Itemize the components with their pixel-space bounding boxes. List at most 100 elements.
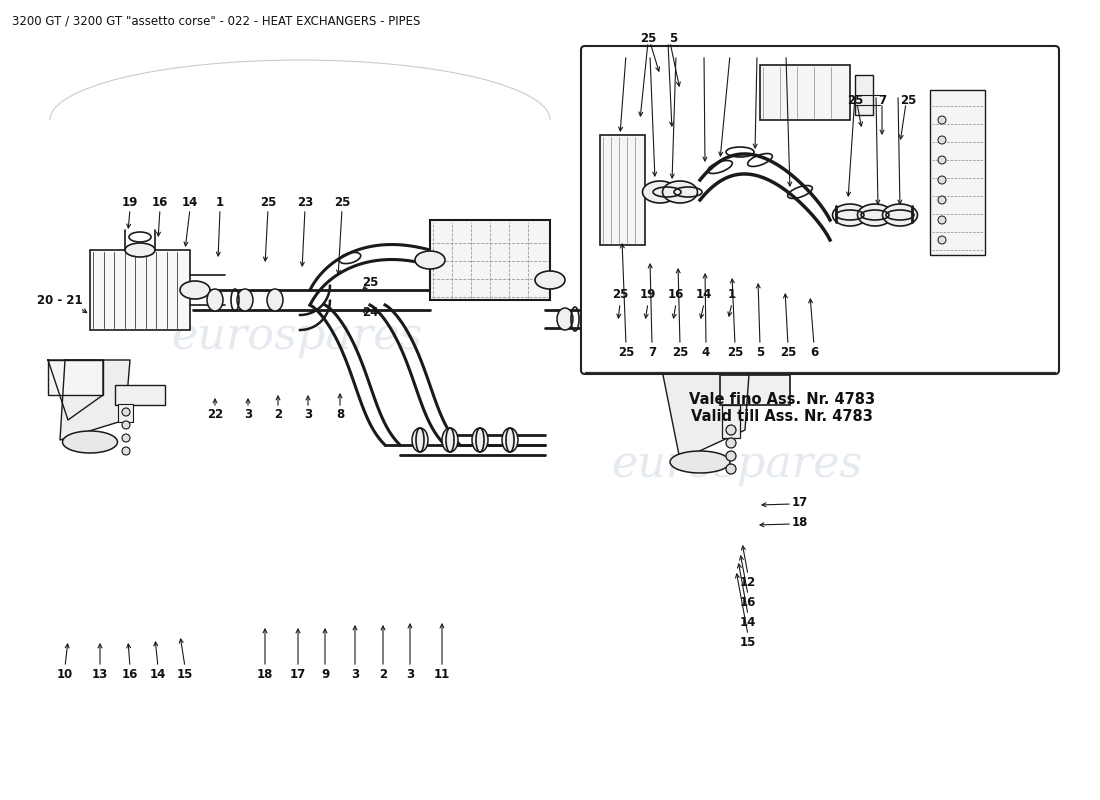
Text: 16: 16: [740, 595, 756, 609]
Text: 2: 2: [274, 409, 282, 422]
Text: 3: 3: [244, 409, 252, 422]
Ellipse shape: [882, 204, 917, 226]
Text: 2: 2: [378, 669, 387, 682]
Text: 6: 6: [810, 346, 818, 358]
Bar: [90, 250, 190, 330]
Text: 7: 7: [878, 94, 887, 106]
Ellipse shape: [858, 204, 892, 226]
Ellipse shape: [557, 308, 573, 330]
Ellipse shape: [535, 271, 565, 289]
Text: 25: 25: [847, 94, 864, 106]
Text: 23: 23: [297, 195, 313, 209]
Text: 25: 25: [333, 195, 350, 209]
Ellipse shape: [442, 428, 458, 452]
Text: 7: 7: [648, 346, 656, 358]
Text: 15: 15: [740, 635, 756, 649]
Ellipse shape: [412, 428, 428, 452]
Bar: [430, 220, 550, 300]
Bar: [930, 90, 984, 255]
FancyBboxPatch shape: [581, 46, 1059, 374]
Ellipse shape: [582, 308, 598, 330]
Text: 14: 14: [740, 615, 756, 629]
Text: 5: 5: [669, 31, 678, 45]
Text: 25: 25: [362, 275, 378, 289]
Text: 8: 8: [336, 409, 344, 422]
Text: eurospares: eurospares: [612, 442, 862, 486]
Circle shape: [938, 216, 946, 224]
Text: 17: 17: [290, 669, 306, 682]
Circle shape: [726, 438, 736, 448]
Text: 18: 18: [256, 669, 273, 682]
Text: 25: 25: [612, 289, 628, 302]
Text: 3: 3: [304, 409, 312, 422]
Circle shape: [726, 451, 736, 461]
Text: 25: 25: [727, 346, 744, 358]
Circle shape: [122, 434, 130, 442]
Ellipse shape: [833, 204, 868, 226]
Text: 25: 25: [260, 195, 276, 209]
Text: 25: 25: [640, 31, 657, 45]
Bar: [855, 75, 873, 115]
Bar: [48, 360, 103, 395]
Bar: [118, 404, 133, 422]
Circle shape: [938, 156, 946, 164]
Text: 9: 9: [321, 669, 329, 682]
Text: 25: 25: [672, 346, 689, 358]
Text: 20 - 21: 20 - 21: [37, 294, 82, 306]
Bar: [650, 270, 750, 360]
Ellipse shape: [207, 289, 223, 311]
Ellipse shape: [607, 308, 623, 330]
Text: 19: 19: [122, 195, 139, 209]
Circle shape: [938, 236, 946, 244]
Bar: [116, 385, 165, 405]
Text: 5: 5: [756, 346, 764, 358]
Circle shape: [938, 196, 946, 204]
Text: 16: 16: [122, 669, 139, 682]
Circle shape: [938, 176, 946, 184]
Polygon shape: [48, 360, 103, 420]
Circle shape: [938, 136, 946, 144]
Text: 19: 19: [640, 289, 657, 302]
Text: 24: 24: [362, 306, 378, 318]
Circle shape: [122, 447, 130, 455]
Ellipse shape: [415, 251, 446, 269]
Text: 25: 25: [780, 346, 796, 358]
Text: 25: 25: [900, 94, 916, 106]
Text: 11: 11: [433, 669, 450, 682]
Bar: [722, 405, 740, 438]
Text: 13: 13: [92, 669, 108, 682]
Ellipse shape: [635, 304, 666, 322]
Ellipse shape: [472, 428, 488, 452]
Text: 16: 16: [152, 195, 168, 209]
Text: 14: 14: [696, 289, 712, 302]
Text: 10: 10: [57, 669, 73, 682]
Text: 3200 GT / 3200 GT "assetto corse" - 022 - HEAT EXCHANGERS - PIPES: 3200 GT / 3200 GT "assetto corse" - 022 …: [12, 15, 420, 28]
Text: 22: 22: [207, 409, 223, 422]
Ellipse shape: [502, 428, 518, 452]
Circle shape: [726, 464, 736, 474]
Circle shape: [122, 421, 130, 429]
Bar: [720, 375, 790, 405]
Circle shape: [726, 425, 736, 435]
Polygon shape: [660, 360, 750, 460]
Ellipse shape: [236, 289, 253, 311]
Text: 18: 18: [792, 515, 808, 529]
Text: 14: 14: [182, 195, 198, 209]
Text: 15: 15: [177, 669, 194, 682]
Ellipse shape: [63, 431, 118, 453]
Ellipse shape: [670, 451, 730, 473]
Bar: [600, 135, 645, 245]
Text: eurospares: eurospares: [172, 314, 422, 358]
Text: 12: 12: [740, 575, 756, 589]
Ellipse shape: [662, 181, 697, 203]
Ellipse shape: [180, 281, 210, 299]
Ellipse shape: [267, 289, 283, 311]
Text: 4: 4: [702, 346, 711, 358]
Text: Vale fino Ass. Nr. 4783
Valid till Ass. Nr. 4783: Vale fino Ass. Nr. 4783 Valid till Ass. …: [690, 392, 876, 424]
Polygon shape: [60, 360, 130, 440]
Text: 16: 16: [668, 289, 684, 302]
Text: 1: 1: [728, 289, 736, 302]
Text: 25: 25: [618, 346, 635, 358]
Ellipse shape: [125, 243, 155, 257]
Text: 17: 17: [792, 495, 808, 509]
